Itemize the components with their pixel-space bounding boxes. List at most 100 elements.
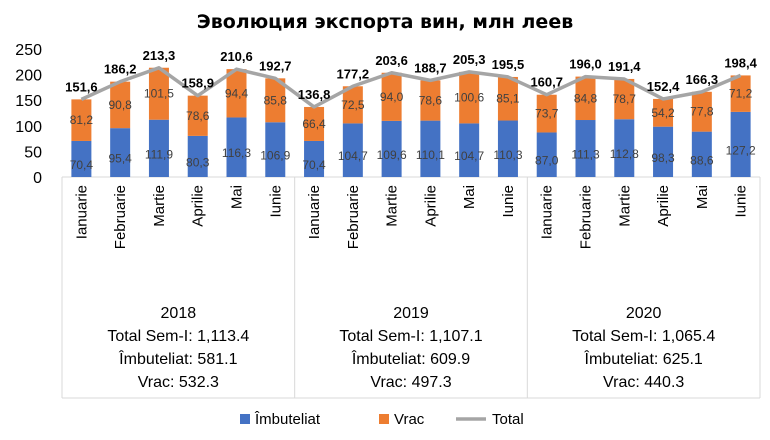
- bar-imbuteliat: [304, 140, 325, 177]
- label-imbuteliat: 104,7: [454, 149, 484, 163]
- month-label: Mai: [461, 185, 478, 209]
- label-imbuteliat: 111,3: [571, 148, 600, 162]
- legend-label-total: Total: [492, 411, 524, 428]
- bar-vrac: [265, 78, 286, 123]
- summary-line: Vrac: 440.3: [603, 374, 684, 391]
- year-label: 2020: [626, 305, 662, 322]
- summary-line: Îmbuteliat: 625.1: [584, 349, 703, 368]
- y-tick-label: 200: [15, 68, 42, 85]
- bar-vrac: [459, 71, 480, 124]
- bar-vrac: [304, 106, 325, 141]
- label-total: 210,6: [220, 49, 253, 64]
- bar-imbuteliat: [536, 132, 557, 177]
- bar-imbuteliat: [342, 123, 363, 177]
- label-vrac: 78,7: [613, 92, 637, 106]
- bar-vrac: [497, 76, 518, 121]
- summary-line: Îmbuteliat: 581.1: [118, 349, 237, 368]
- month-label: Februarie: [112, 185, 129, 249]
- label-vrac: 81,2: [70, 113, 94, 127]
- label-imbuteliat: 88,6: [690, 153, 714, 167]
- category-axis-layer: Ianuarie Februarie Martie Aprilie Mai Iunie 20…: [73, 185, 749, 391]
- legend: Îmbuteliat Vrac Total: [240, 411, 524, 428]
- summary-line: Total Sem-I: 1,065.4: [572, 328, 715, 345]
- bar-imbuteliat: [420, 120, 441, 177]
- label-vrac: 71,2: [729, 87, 753, 101]
- label-imbuteliat: 95,4: [108, 152, 132, 166]
- month-label: Iunie: [267, 185, 284, 218]
- label-total: 160,7: [530, 75, 563, 90]
- month-label: Iunie: [500, 185, 517, 218]
- label-vrac: 94,0: [380, 90, 404, 104]
- label-vrac: 85,8: [264, 93, 288, 107]
- y-tick-label: 250: [15, 42, 42, 59]
- bar-vrac: [381, 72, 402, 121]
- label-imbuteliat: 104,7: [338, 149, 368, 163]
- chart-title: Эволюция экспорта вин, млн леев: [197, 11, 573, 33]
- month-label: Ianuarie: [539, 185, 556, 239]
- label-total: 196,0: [569, 57, 602, 72]
- month-label: Aprilie: [422, 185, 439, 227]
- bar-imbuteliat: [187, 135, 208, 177]
- label-total: 198,4: [724, 55, 757, 70]
- bar-imbuteliat: [71, 140, 92, 177]
- month-label: Martie: [616, 185, 633, 227]
- bar-vrac: [730, 75, 751, 112]
- label-imbuteliat: 109,6: [377, 148, 407, 162]
- legend-swatch-imbuteliat: [240, 414, 250, 424]
- label-vrac: 66,4: [302, 117, 326, 131]
- month-label: Martie: [151, 185, 168, 227]
- label-vrac: 94,4: [225, 86, 249, 100]
- label-total: 188,7: [414, 60, 447, 75]
- label-total: 136,8: [298, 87, 331, 102]
- month-label: Februarie: [578, 185, 595, 249]
- bar-vrac: [71, 99, 92, 141]
- bar-vrac: [342, 86, 363, 124]
- label-imbuteliat: 70,4: [70, 158, 94, 172]
- summary-line: Vrac: 497.3: [370, 374, 451, 391]
- label-imbuteliat: 127,2: [726, 143, 756, 157]
- label-total: 166,3: [686, 72, 719, 87]
- axis-layer: 0 50 100 150 200 250: [15, 42, 761, 399]
- label-vrac: 90,8: [108, 98, 132, 112]
- bar-vrac: [575, 76, 596, 121]
- label-total: 177,2: [337, 66, 370, 81]
- bar-vrac: [691, 91, 712, 132]
- label-vrac: 100,6: [454, 91, 484, 105]
- bar-imbuteliat: [265, 122, 286, 177]
- bar-vrac: [187, 95, 208, 136]
- y-tick-label: 150: [15, 93, 42, 110]
- summary-line: Total Sem-I: 1,107.1: [339, 328, 482, 345]
- legend-label-vrac: Vrac: [394, 411, 425, 428]
- label-vrac: 78,6: [419, 94, 443, 108]
- label-imbuteliat: 116,3: [222, 146, 251, 160]
- bar-vrac: [226, 69, 247, 118]
- year-label: 2018: [161, 305, 197, 322]
- bar-imbuteliat: [575, 120, 596, 177]
- bar-imbuteliat: [381, 120, 402, 177]
- bar-imbuteliat: [226, 117, 247, 177]
- total-line-layer: [80, 66, 742, 109]
- summary-line: Vrac: 532.3: [138, 374, 219, 391]
- label-total: 213,3: [143, 48, 176, 63]
- bars-layer: [71, 67, 751, 177]
- month-label: Aprilie: [655, 185, 672, 227]
- label-total: 186,2: [104, 62, 137, 77]
- bar-imbuteliat: [691, 131, 712, 177]
- data-labels-layer: 70,4 81,2 151,6 95,4 90,8 186,2 111,9 101,5 213,…: [65, 48, 758, 172]
- label-vrac: 85,1: [496, 92, 520, 106]
- label-vrac: 73,7: [535, 107, 559, 121]
- label-imbuteliat: 110,3: [493, 148, 522, 162]
- label-imbuteliat: 110,1: [416, 148, 445, 162]
- bar-imbuteliat: [497, 120, 518, 177]
- label-imbuteliat: 80,3: [186, 155, 210, 169]
- label-vrac: 77,8: [690, 105, 714, 119]
- bar-vrac: [110, 81, 131, 129]
- month-label: Martie: [384, 185, 401, 227]
- label-total: 152,4: [647, 79, 680, 94]
- label-vrac: 101,5: [144, 87, 174, 101]
- label-vrac: 54,2: [651, 106, 675, 120]
- label-imbuteliat: 98,3: [651, 151, 675, 165]
- bar-imbuteliat: [653, 126, 674, 177]
- summary-line: Îmbuteliat: 609.9: [351, 349, 470, 368]
